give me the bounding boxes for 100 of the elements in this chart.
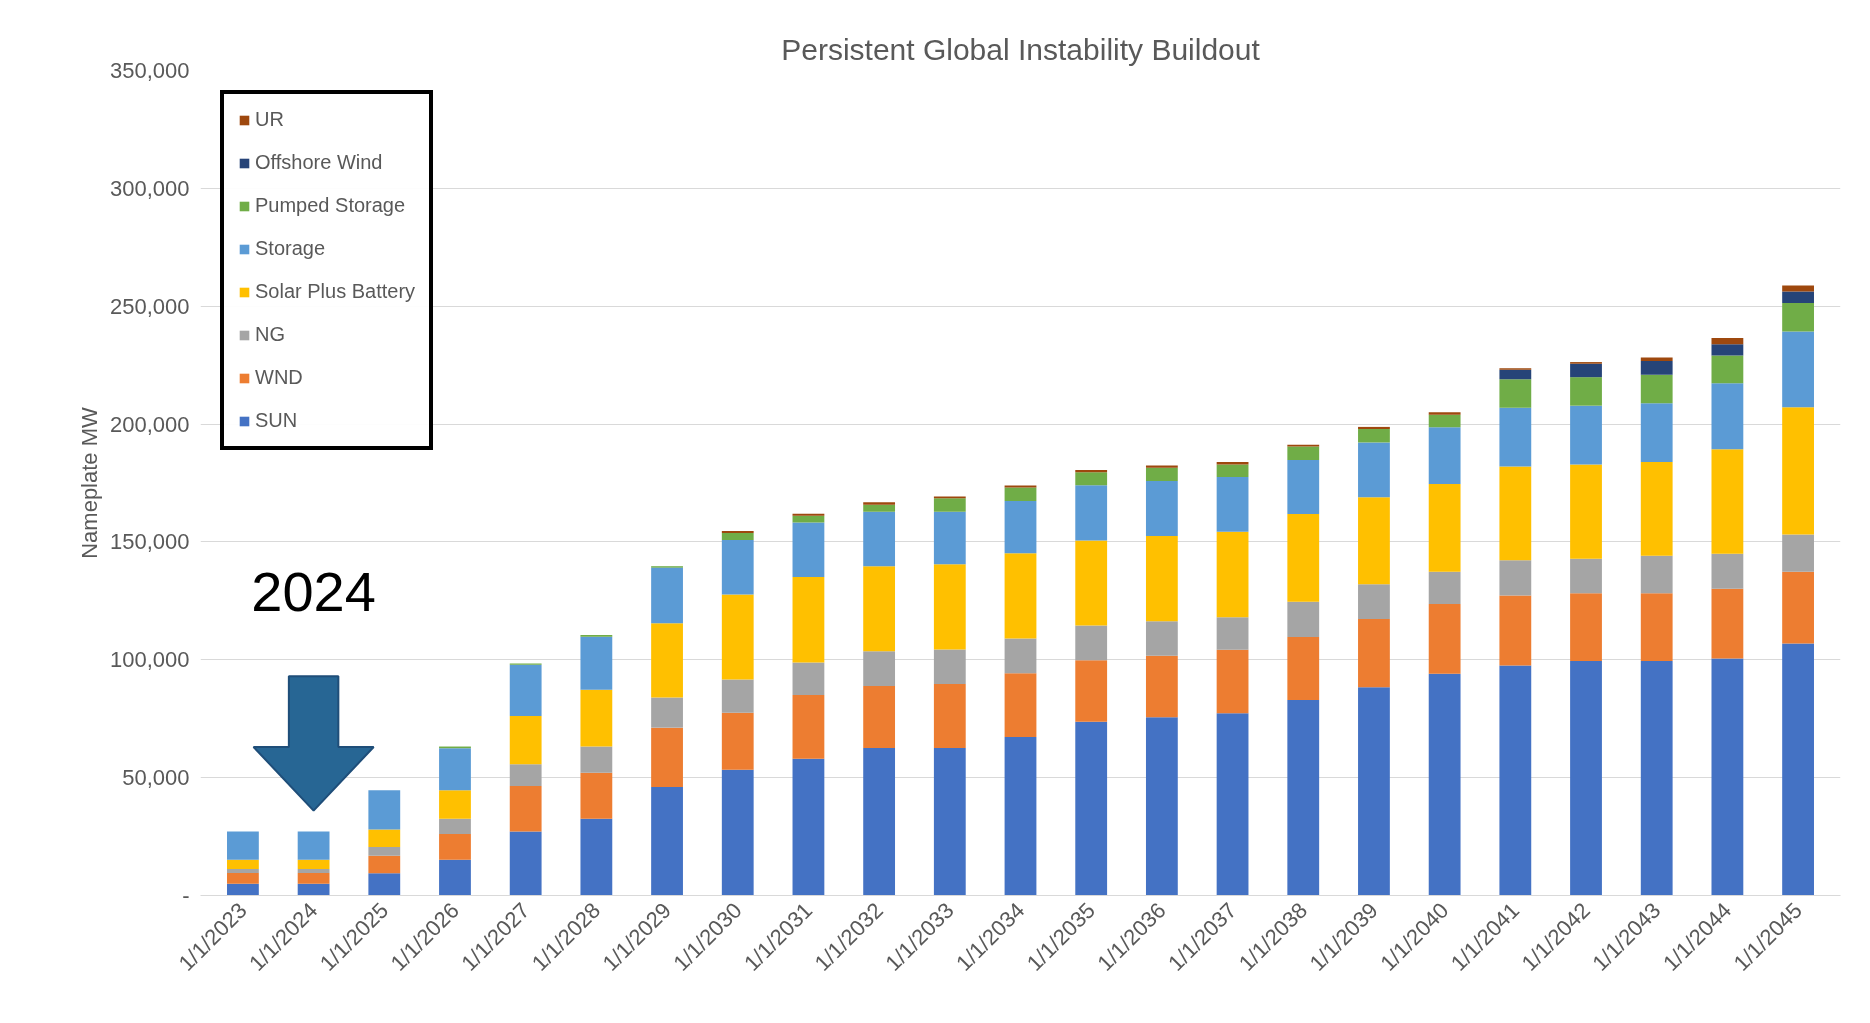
- bar: [1145, 465, 1178, 468]
- bar: [792, 515, 825, 523]
- bar: [792, 694, 825, 759]
- bar: [1428, 483, 1461, 572]
- bar: [721, 769, 754, 896]
- bar: [1428, 571, 1461, 604]
- bar: [1075, 721, 1108, 896]
- bar: [1004, 500, 1037, 554]
- y-tick-label: 150,000: [109, 529, 190, 555]
- bar: [1075, 625, 1108, 661]
- bar: [721, 594, 754, 680]
- bar: [1499, 369, 1532, 380]
- bar: [297, 859, 330, 870]
- bar: [1570, 593, 1602, 661]
- bar: [1711, 338, 1744, 345]
- bar: [1782, 331, 1814, 408]
- bar: [1287, 514, 1320, 602]
- bar: [509, 664, 542, 717]
- bar: [1358, 442, 1390, 498]
- y-tick-label: 350,000: [109, 58, 190, 83]
- bar: [1499, 595, 1532, 666]
- bar: [721, 540, 754, 595]
- bar: [1428, 412, 1461, 415]
- bar: [792, 758, 825, 896]
- bar: [1358, 619, 1390, 688]
- bar: [1004, 553, 1037, 639]
- bar: [1216, 531, 1249, 618]
- bar: [1782, 534, 1814, 572]
- bar: [863, 502, 896, 505]
- bar: [1711, 344, 1744, 356]
- bar: [227, 859, 259, 870]
- bar: [1216, 713, 1249, 896]
- bar: [1428, 603, 1461, 674]
- bar: [1075, 660, 1108, 722]
- legend-label: UR: [255, 108, 284, 131]
- bar: [297, 869, 330, 874]
- bar: [580, 818, 613, 896]
- bar: [933, 649, 966, 685]
- bar: [933, 564, 966, 650]
- bar: [863, 747, 896, 896]
- legend-label: Storage: [255, 237, 326, 260]
- y-axis-title: Nameplate MW: [76, 406, 102, 559]
- bar: [1782, 407, 1814, 535]
- bar: [1570, 363, 1602, 378]
- y-tick-label: 250,000: [109, 293, 190, 319]
- bar: [1358, 687, 1390, 896]
- bar: [1004, 737, 1037, 896]
- bar: [1358, 497, 1390, 585]
- y-tick-label: 200,000: [109, 411, 190, 437]
- bar: [933, 511, 966, 565]
- bar: [1711, 658, 1744, 896]
- bar: [1358, 584, 1390, 620]
- bar: [1145, 481, 1178, 537]
- bar: [1782, 302, 1814, 332]
- legend-label: Offshore Wind: [255, 151, 383, 174]
- bar: [227, 873, 259, 884]
- bar: [580, 689, 613, 747]
- bar: [1570, 405, 1602, 465]
- bar: [1216, 464, 1249, 478]
- bar: [1499, 665, 1532, 896]
- bar: [1145, 467, 1178, 482]
- bar: [1428, 414, 1461, 428]
- bar: [1711, 383, 1744, 450]
- bar: [1075, 470, 1108, 473]
- bar: [1711, 355, 1744, 384]
- bar: [1287, 601, 1320, 637]
- bar: [1287, 636, 1320, 701]
- bar: [651, 567, 683, 624]
- y-tick-label: 300,000: [109, 175, 190, 201]
- bar: [1499, 466, 1532, 561]
- bar: [1570, 377, 1602, 406]
- bar: [933, 684, 966, 748]
- bar: [1358, 426, 1390, 430]
- bar: [1782, 643, 1814, 896]
- bar: [1711, 553, 1744, 589]
- bar: [1145, 655, 1178, 718]
- bar: [1782, 291, 1814, 303]
- bar: [1216, 617, 1249, 650]
- bar: [1216, 649, 1249, 714]
- bar: [1640, 593, 1673, 661]
- bar: [1145, 717, 1178, 896]
- bar: [1499, 379, 1532, 408]
- bar: [509, 764, 542, 786]
- bar: [1499, 560, 1532, 596]
- legend-label: Solar Plus Battery: [255, 280, 416, 303]
- legend-label: NG: [255, 323, 285, 346]
- bar: [1640, 360, 1673, 375]
- bar: [721, 679, 754, 713]
- bar: [1570, 558, 1602, 594]
- bar: [1004, 638, 1037, 674]
- bar: [1640, 462, 1673, 556]
- bar: [1570, 464, 1602, 559]
- bar: [651, 787, 683, 896]
- y-tick-label: -: [182, 883, 190, 908]
- y-tick-label: 100,000: [109, 647, 190, 673]
- bar: [721, 532, 754, 541]
- bar: [368, 855, 401, 874]
- bar: [1287, 459, 1320, 515]
- bar: [1216, 477, 1249, 532]
- bar: [1075, 472, 1108, 486]
